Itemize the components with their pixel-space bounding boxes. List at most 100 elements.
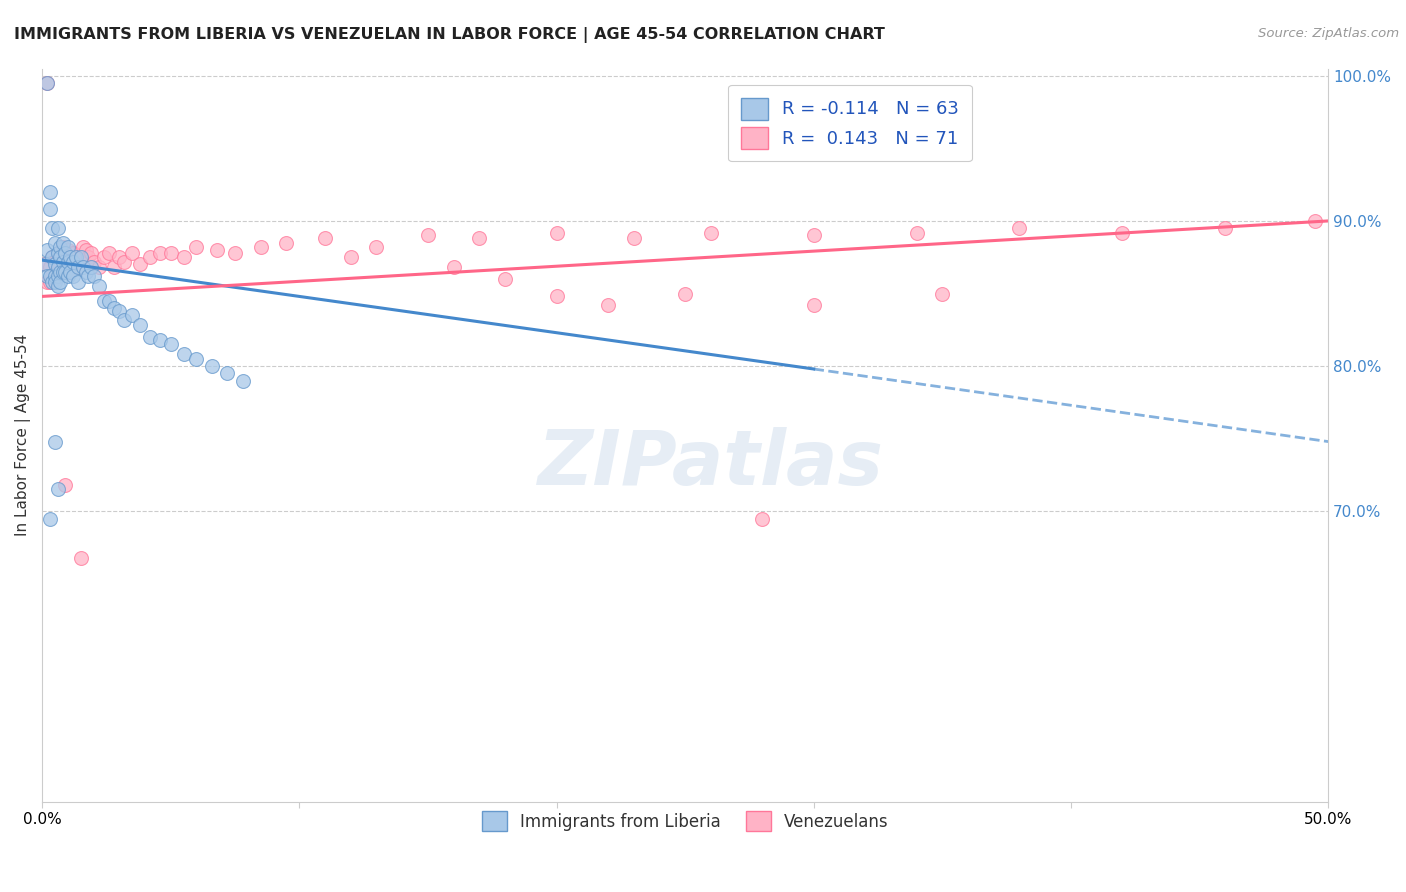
Point bbox=[98, 293, 121, 308]
Point bbox=[38, 260, 60, 275]
Point bbox=[46, 245, 69, 260]
Point bbox=[72, 240, 94, 254]
Point bbox=[1213, 221, 1236, 235]
Point bbox=[52, 235, 75, 250]
Point bbox=[69, 550, 91, 565]
Point bbox=[159, 337, 181, 351]
Point bbox=[931, 286, 953, 301]
Point bbox=[65, 250, 87, 264]
Point bbox=[44, 434, 66, 449]
Point bbox=[34, 258, 56, 272]
Point bbox=[59, 260, 82, 275]
Point bbox=[443, 260, 465, 275]
Point bbox=[49, 240, 72, 254]
Point bbox=[37, 275, 59, 289]
Point bbox=[56, 265, 79, 279]
Point bbox=[596, 298, 619, 312]
Point bbox=[905, 226, 928, 240]
Point bbox=[77, 269, 100, 284]
Point bbox=[38, 269, 60, 284]
Point bbox=[65, 254, 87, 268]
Point bbox=[37, 76, 59, 90]
Point bbox=[103, 301, 125, 315]
Point bbox=[205, 243, 228, 257]
Point bbox=[49, 265, 72, 279]
Point bbox=[186, 240, 208, 254]
Point bbox=[72, 260, 94, 275]
Point bbox=[339, 250, 361, 264]
Point bbox=[121, 308, 143, 322]
Point bbox=[224, 245, 246, 260]
Point bbox=[468, 231, 491, 245]
Point bbox=[38, 202, 60, 217]
Point bbox=[87, 260, 110, 275]
Point bbox=[62, 269, 84, 284]
Point bbox=[83, 269, 105, 284]
Point bbox=[1008, 221, 1031, 235]
Point bbox=[52, 265, 75, 279]
Point bbox=[1303, 214, 1326, 228]
Text: Source: ZipAtlas.com: Source: ZipAtlas.com bbox=[1258, 27, 1399, 40]
Point bbox=[314, 231, 336, 245]
Point bbox=[46, 279, 69, 293]
Point bbox=[75, 243, 97, 257]
Point bbox=[93, 250, 115, 264]
Point bbox=[98, 245, 121, 260]
Point bbox=[46, 269, 69, 284]
Point bbox=[173, 250, 195, 264]
Point bbox=[700, 226, 723, 240]
Point bbox=[53, 265, 76, 279]
Point bbox=[139, 330, 162, 344]
Point bbox=[37, 243, 59, 257]
Point bbox=[46, 245, 69, 260]
Point bbox=[44, 275, 66, 289]
Point bbox=[52, 265, 75, 279]
Point bbox=[121, 245, 143, 260]
Point bbox=[38, 511, 60, 525]
Point bbox=[87, 279, 110, 293]
Point bbox=[69, 250, 91, 264]
Point bbox=[44, 258, 66, 272]
Point bbox=[75, 265, 97, 279]
Point bbox=[49, 250, 72, 264]
Point bbox=[53, 245, 76, 260]
Point bbox=[494, 272, 516, 286]
Point bbox=[276, 235, 298, 250]
Point bbox=[201, 359, 224, 373]
Point bbox=[139, 250, 162, 264]
Point bbox=[49, 250, 72, 264]
Point bbox=[53, 260, 76, 275]
Point bbox=[46, 221, 69, 235]
Point bbox=[186, 351, 208, 366]
Point bbox=[103, 260, 125, 275]
Point bbox=[83, 254, 105, 268]
Point bbox=[67, 275, 90, 289]
Point bbox=[128, 318, 150, 333]
Point bbox=[59, 265, 82, 279]
Point bbox=[93, 293, 115, 308]
Point bbox=[52, 240, 75, 254]
Point bbox=[59, 250, 82, 264]
Point bbox=[62, 254, 84, 268]
Point bbox=[149, 245, 172, 260]
Point bbox=[80, 245, 103, 260]
Point bbox=[173, 347, 195, 361]
Point bbox=[623, 231, 645, 245]
Point bbox=[80, 260, 103, 275]
Point bbox=[44, 235, 66, 250]
Point bbox=[38, 275, 60, 289]
Point bbox=[77, 250, 100, 264]
Point bbox=[69, 250, 91, 264]
Point bbox=[56, 254, 79, 268]
Point bbox=[673, 286, 696, 301]
Point bbox=[34, 258, 56, 272]
Legend: Immigrants from Liberia, Venezuelans: Immigrants from Liberia, Venezuelans bbox=[468, 797, 903, 845]
Point bbox=[41, 275, 63, 289]
Point bbox=[41, 250, 63, 264]
Point bbox=[41, 221, 63, 235]
Point bbox=[46, 483, 69, 497]
Point bbox=[108, 304, 131, 318]
Point bbox=[1111, 226, 1133, 240]
Point bbox=[159, 245, 181, 260]
Point bbox=[128, 258, 150, 272]
